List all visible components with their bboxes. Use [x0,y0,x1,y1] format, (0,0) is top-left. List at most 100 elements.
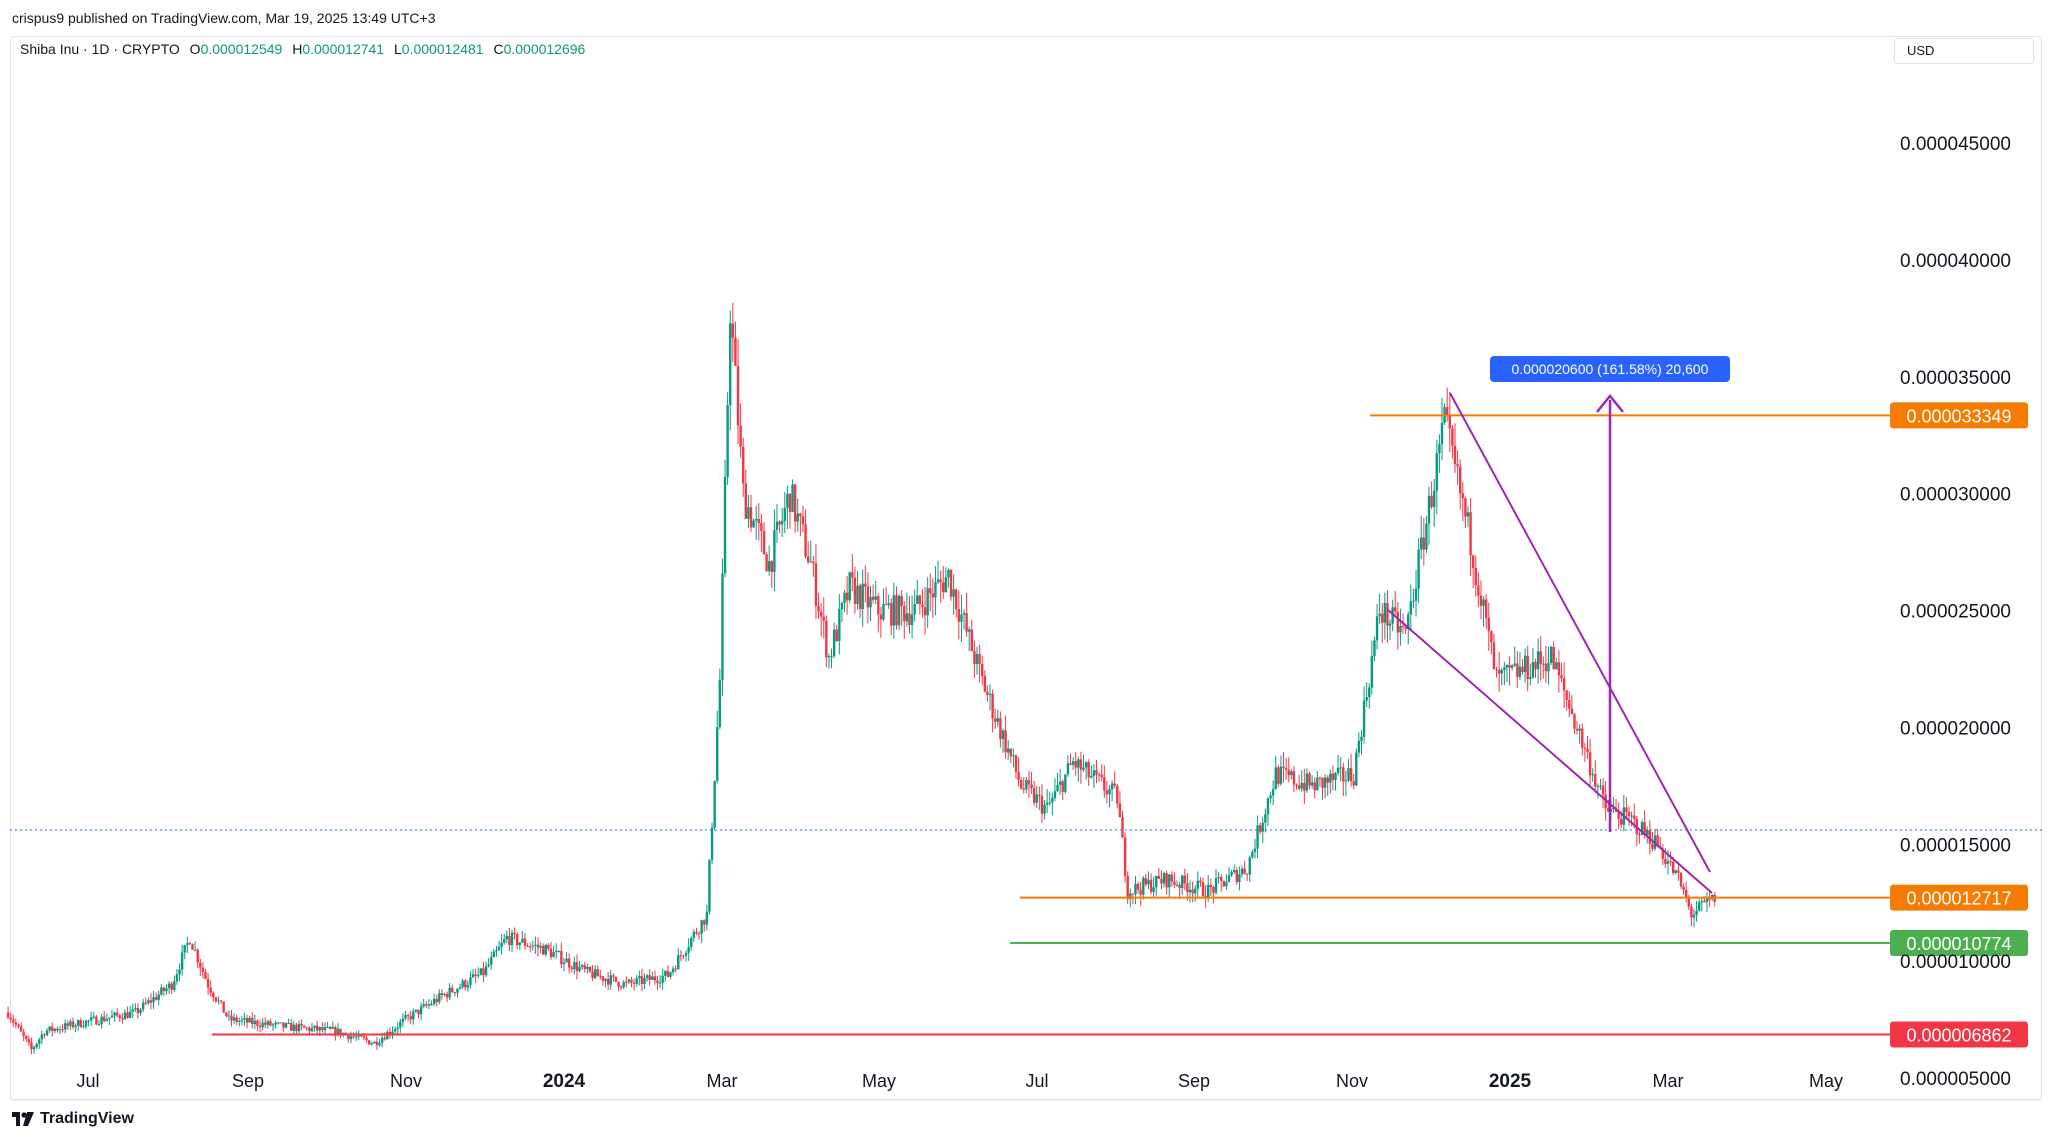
candle-body [58,1029,62,1031]
candle-body [505,935,509,940]
candle-body [1373,640,1376,656]
candle-body [1612,807,1615,810]
candle-body [438,993,441,1003]
candle-body [225,1012,228,1017]
candle-body [549,948,553,958]
candle-body [799,513,802,517]
candle-body [17,1024,20,1027]
candle-body [1284,768,1288,770]
candle-body [404,1015,407,1019]
tradingview-logo[interactable]: TradingView [12,1110,134,1128]
candle-body [248,1017,251,1023]
candle-body [388,1031,392,1035]
candle-body [1230,872,1233,876]
candle-body [126,1012,129,1018]
candle-body [573,962,576,970]
candle-body [328,1026,332,1029]
candle-body [978,654,981,664]
candle-body [1573,714,1576,729]
candle-body [128,1011,132,1018]
candle-body [1308,773,1311,786]
currency-selector[interactable]: USD [1894,38,2034,64]
candle-body [1199,880,1202,883]
measure-label: 0.000020600 (161.58%) 20,600 [1512,361,1709,377]
symbol-name[interactable]: Shiba Inu · 1D · CRYPTO [20,41,180,57]
candle-body [367,1040,371,1045]
candle-body [627,979,631,983]
candle-body [1238,874,1241,883]
candle-body [1061,781,1064,792]
candle-body [352,1036,355,1038]
candle-body [1131,893,1135,895]
candle-body [775,521,779,530]
wedge-trendline[interactable] [1387,609,1713,894]
candle-body [274,1022,277,1025]
candle-body [625,981,628,983]
publisher-line: crispus9 published on TradingView.com, M… [12,10,436,26]
candle-body [557,950,560,952]
wedge-trendline[interactable] [1449,392,1711,873]
candle-body [1113,783,1116,786]
candle-body [838,609,841,641]
candle-body [726,405,729,478]
candle-body [1261,822,1264,832]
candle-body [1030,784,1033,788]
candle-body [957,609,961,622]
candle-body [1586,748,1589,753]
level-price-label: 0.000033349 [1906,406,2011,426]
candle-body [1552,646,1555,670]
candle-body [1300,782,1303,789]
candle-body [51,1026,54,1031]
candle-body [412,1011,415,1020]
candle-body [1090,776,1093,778]
candle-body [1178,884,1181,889]
candle-body [1129,893,1132,900]
candle-body [1025,779,1028,790]
candle-body [1009,748,1012,757]
candle-body [749,507,753,528]
candle-body [541,945,545,955]
candle-body [282,1022,285,1028]
candle-body [9,1017,12,1020]
candle-body [1497,669,1501,674]
candle-body [110,1015,114,1018]
level-price-tag [1890,930,2028,957]
candle-body [1596,786,1600,788]
candle-body [993,718,997,722]
candle-body [295,1024,298,1032]
high-label: H [292,41,303,57]
candle-body [464,980,467,988]
candle-body [952,589,955,597]
candle-body [253,1020,257,1025]
candle-body [131,1009,134,1012]
candle-body [422,1004,425,1007]
candle-body [1316,777,1319,791]
candle-body [1368,687,1371,697]
candle-body [864,583,867,587]
low-value: 0.000012481 [401,41,484,57]
candle-body [638,976,641,979]
candle-body [913,603,916,615]
candle-body [1466,512,1470,517]
candle-body [1453,445,1457,465]
candle-body [705,911,709,925]
candle-body [414,1009,418,1012]
candle-body [1038,794,1041,797]
time-tick-label: Mar [707,1071,738,1091]
candle-body [1646,830,1649,835]
candle-body [1578,728,1581,731]
candle-body [308,1027,311,1032]
candle-body [884,604,888,606]
candle-body [149,1000,153,1003]
candle-body [908,613,911,625]
candle-body [1505,664,1509,668]
candle-body [1074,761,1077,768]
candle-body [1045,802,1049,805]
candle-body [409,1015,412,1020]
candle-body [238,1020,241,1022]
candle-body [926,588,929,616]
candle-body [240,1019,244,1021]
candle-body [856,585,859,604]
candle-body [1536,651,1540,670]
